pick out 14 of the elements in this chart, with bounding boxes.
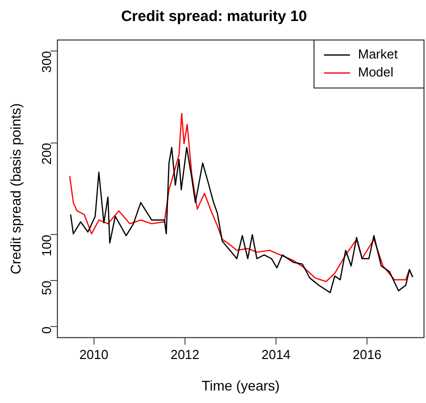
x-tick-label: 2016: [352, 346, 382, 362]
legend-label: Model: [358, 64, 394, 80]
legend-label: Market: [358, 46, 398, 62]
y-tick-label: 300: [38, 51, 54, 73]
y-axis-title: Credit spread (basis points): [7, 103, 24, 274]
x-tick-label: 2010: [79, 346, 108, 362]
y-tick-label: 50: [38, 280, 54, 296]
x-tick-label: 2012: [170, 346, 200, 362]
chart-title: Credit spread: maturity 10: [121, 8, 307, 26]
y-tick-label: 100: [38, 234, 54, 256]
y-tick-label: 0: [38, 326, 54, 334]
x-axis-title: Time (years): [202, 377, 280, 394]
y-tick-label: 200: [38, 142, 54, 165]
x-tick-label: 2014: [262, 346, 290, 362]
